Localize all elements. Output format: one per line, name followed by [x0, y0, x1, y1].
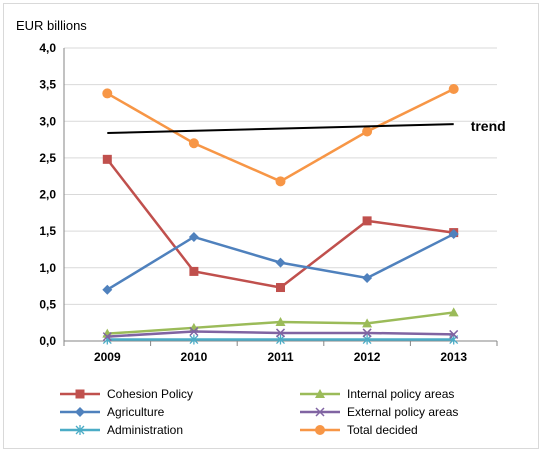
data-point-internal-policy-areas — [362, 318, 373, 328]
legend-label: External policy areas — [347, 405, 459, 419]
data-point-agriculture — [188, 231, 199, 242]
legend-item: Total decided — [299, 422, 418, 438]
data-point-cohesion-policy — [189, 266, 199, 276]
data-point-administration — [362, 334, 372, 345]
legend-label: Internal policy areas — [347, 387, 455, 401]
y-tick-label: 2,5 — [39, 151, 56, 165]
legend-swatch — [60, 407, 100, 417]
trend-label: trend — [471, 118, 506, 134]
data-point-internal-policy-areas — [448, 307, 459, 317]
legend-item: Agriculture — [59, 404, 164, 420]
legend-label: Administration — [107, 423, 184, 437]
y-axis-title: EUR billions — [16, 18, 87, 33]
legend-item: Internal policy areas — [299, 386, 454, 402]
legend-swatch — [300, 389, 340, 398]
y-tick-label: 3,0 — [39, 114, 56, 128]
data-point-external-policy-areas — [275, 328, 286, 338]
y-tick-label: 1,0 — [39, 261, 56, 275]
data-point-agriculture — [275, 257, 286, 268]
data-point-total-decided — [102, 88, 113, 99]
data-point-administration — [189, 334, 199, 345]
data-point-cohesion-policy — [102, 154, 112, 164]
data-point-external-policy-areas — [362, 328, 372, 338]
data-point-cohesion-policy — [362, 216, 372, 226]
data-point-total-decided — [362, 126, 373, 137]
legend-item: Administration — [59, 422, 183, 438]
legend-swatch — [60, 389, 100, 399]
line-chart: 0,0 0,5 1,0 1,5 2,0 2,5 3,0 3,5 4,0 2009 2010 2011 2… — [39, 41, 506, 364]
chart-frame: EUR billions 0,0 0,5 1,0 1,5 2,0 2,5 3,0 3,5 4,0… — [3, 3, 539, 449]
data-point-agriculture — [362, 273, 373, 284]
data-point-external-policy-areas — [189, 326, 199, 337]
x-tick-label: 2010 — [181, 350, 208, 364]
legend-swatch — [300, 425, 340, 435]
trend-line — [107, 123, 454, 134]
data-point-cohesion-policy — [276, 283, 285, 293]
data-point-agriculture — [102, 284, 113, 295]
data-point-external-policy-areas — [449, 329, 459, 339]
y-tick-label: 0,5 — [39, 297, 56, 311]
legend-label: Total decided — [347, 423, 418, 437]
legend-swatch — [60, 425, 100, 435]
y-tick-label: 1,5 — [39, 224, 56, 238]
legend-item: Cohesion Policy — [59, 386, 193, 402]
legend-item: External policy areas — [299, 404, 458, 420]
x-tick-label: 2011 — [267, 350, 293, 364]
data-point-internal-policy-areas — [275, 316, 286, 326]
legend-label: Cohesion Policy — [107, 387, 194, 401]
data-point-administration — [276, 334, 285, 345]
y-tick-label: 3,5 — [39, 78, 56, 92]
data-point-total-decided — [188, 138, 199, 149]
data-point-external-policy-areas — [102, 332, 112, 342]
legend-label: Agriculture — [107, 405, 165, 419]
y-tick-label: 0,0 — [39, 334, 56, 348]
x-tick-label: 2013 — [440, 350, 467, 364]
x-tick-label: 2012 — [354, 350, 381, 364]
data-point-total-decided — [275, 176, 286, 187]
data-point-agriculture — [448, 229, 459, 240]
legend-swatch — [300, 407, 340, 417]
data-point-total-decided — [448, 84, 459, 95]
x-tick-label: 2009 — [94, 350, 121, 364]
series-line-total-decided — [106, 87, 455, 183]
y-tick-label: 4,0 — [39, 41, 56, 55]
y-tick-label: 2,0 — [39, 188, 56, 202]
